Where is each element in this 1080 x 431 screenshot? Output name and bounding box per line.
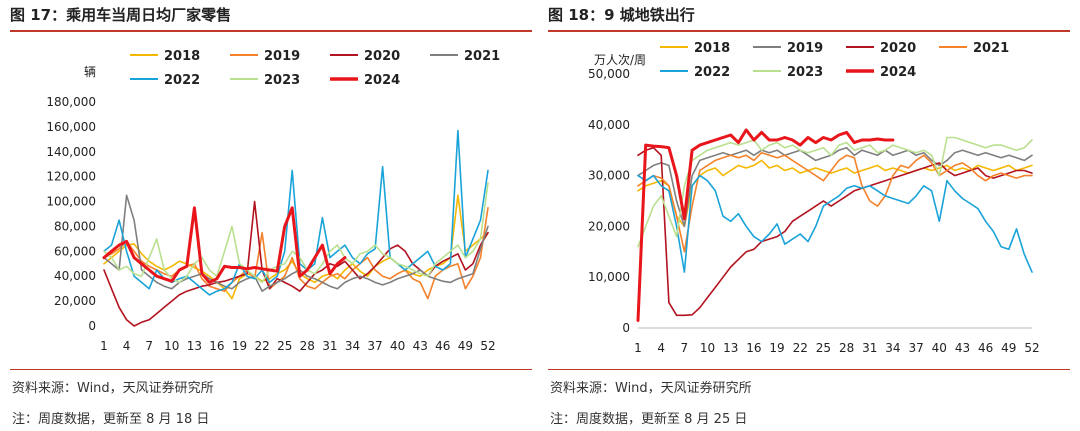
x-tick-label: 19 xyxy=(232,339,247,353)
x-tick-label: 43 xyxy=(413,339,428,353)
x-tick-label: 37 xyxy=(908,341,923,355)
series-line-2023 xyxy=(637,136,1033,248)
y-tick-label: 180,000 xyxy=(46,95,96,109)
x-tick-label: 22 xyxy=(793,341,808,355)
legend-label-2018: 2018 xyxy=(164,49,200,64)
legend-label-2024: 2024 xyxy=(364,73,400,88)
y-tick-label: 20,000 xyxy=(588,219,630,233)
series-line-2019 xyxy=(637,146,1033,228)
source-text: 资料来源：Wind，天风证券研究所 xyxy=(550,381,752,396)
chart-car-retail: 辆 0 20,000 40,000 60,000 80,000 100,000 120,000… xyxy=(46,49,500,353)
series-line-2018 xyxy=(637,159,1033,228)
y-tick-label: 0 xyxy=(622,321,630,335)
x-tick-label: 16 xyxy=(746,341,761,355)
x-tick-label: 31 xyxy=(862,341,877,355)
footer-divider xyxy=(10,369,532,370)
x-tick-label: 22 xyxy=(254,339,269,353)
x-tick-label: 13 xyxy=(187,339,202,353)
x-tick-label: 46 xyxy=(435,339,450,353)
note-text: 注：周度数据，更新至 8 月 25 日 xyxy=(550,412,748,427)
x-tick-label: 10 xyxy=(164,339,179,353)
legend-label-2022: 2022 xyxy=(694,65,730,80)
chart-panel-metro-travel: 图 18：9 城地铁出行 万人次/周 0 10,000 20,000 30,000 40,… xyxy=(548,0,1070,431)
legend-label-2020: 2020 xyxy=(880,41,916,56)
x-tick-label: 7 xyxy=(145,339,153,353)
chart-title: 图 17：乘用车当周日均厂家零售 xyxy=(10,6,232,24)
x-tick-label: 13 xyxy=(723,341,738,355)
note-text: 注：周度数据，更新至 8 月 18 日 xyxy=(12,412,210,427)
y-tick-label: 30,000 xyxy=(588,169,630,183)
title-divider xyxy=(10,30,532,32)
x-tick-label: 4 xyxy=(123,339,131,353)
y-tick-label: 140,000 xyxy=(46,145,96,159)
y-tick-label: 0 xyxy=(88,319,96,333)
legend-label-2022: 2022 xyxy=(164,73,200,88)
series-line-2021 xyxy=(637,151,1033,253)
legend-label-2023: 2023 xyxy=(264,73,300,88)
x-tick-label: 52 xyxy=(1024,341,1039,355)
x-tick-label: 1 xyxy=(634,341,642,355)
y-tick-label: 160,000 xyxy=(46,120,96,134)
x-tick-label: 19 xyxy=(769,341,784,355)
x-tick-label: 40 xyxy=(932,341,947,355)
x-tick-label: 16 xyxy=(209,339,224,353)
y-tick-label: 50,000 xyxy=(588,67,630,81)
x-tick-label: 7 xyxy=(681,341,689,355)
x-tick-label: 49 xyxy=(458,339,473,353)
title-divider xyxy=(548,30,1070,32)
y-tick-label: 40,000 xyxy=(588,118,630,132)
x-tick-label: 43 xyxy=(955,341,970,355)
legend-label-2018: 2018 xyxy=(694,41,730,56)
x-tick-label: 28 xyxy=(300,339,315,353)
y-tick-label: 20,000 xyxy=(54,294,96,308)
legend-label-2019: 2019 xyxy=(264,49,300,64)
chart-panel-car-retail: 图 17：乘用车当周日均厂家零售 辆 0 20,000 40,000 60,000 80,… xyxy=(10,0,532,431)
y-axis-label: 辆 xyxy=(84,65,96,79)
y-tick-label: 120,000 xyxy=(46,170,96,184)
y-tick-label: 40,000 xyxy=(54,269,96,283)
y-tick-label: 60,000 xyxy=(54,244,96,258)
legend-label-2021: 2021 xyxy=(464,49,500,64)
y-tick-label: 100,000 xyxy=(46,195,96,209)
y-tick-label: 80,000 xyxy=(54,219,96,233)
chart-title: 图 18：9 城地铁出行 xyxy=(548,6,695,24)
x-tick-label: 34 xyxy=(885,341,900,355)
legend-label-2019: 2019 xyxy=(787,41,823,56)
x-tick-label: 25 xyxy=(277,339,292,353)
series-line-2024 xyxy=(102,206,347,284)
x-tick-label: 4 xyxy=(657,341,665,355)
y-axis-label: 万人次/周 xyxy=(594,53,646,67)
x-tick-label: 40 xyxy=(390,339,405,353)
x-tick-label: 37 xyxy=(367,339,382,353)
x-tick-label: 1 xyxy=(100,339,108,353)
legend-label-2023: 2023 xyxy=(787,65,823,80)
footer-divider xyxy=(548,369,1070,370)
series-line-2020 xyxy=(637,146,1033,317)
x-tick-label: 31 xyxy=(322,339,337,353)
series-line-2024 xyxy=(636,128,895,322)
series-line-2022 xyxy=(637,174,1033,273)
x-tick-label: 34 xyxy=(345,339,360,353)
x-tick-label: 46 xyxy=(978,341,993,355)
y-tick-label: 10,000 xyxy=(588,270,630,284)
x-tick-label: 10 xyxy=(700,341,715,355)
x-tick-label: 52 xyxy=(480,339,495,353)
x-tick-label: 28 xyxy=(839,341,854,355)
x-tick-label: 25 xyxy=(816,341,831,355)
series-line-2021 xyxy=(103,194,489,293)
legend-label-2021: 2021 xyxy=(973,41,1009,56)
legend-label-2020: 2020 xyxy=(364,49,400,64)
source-text: 资料来源：Wind，天风证券研究所 xyxy=(12,381,214,396)
x-tick-label: 49 xyxy=(1001,341,1016,355)
legend-label-2024: 2024 xyxy=(880,65,916,80)
